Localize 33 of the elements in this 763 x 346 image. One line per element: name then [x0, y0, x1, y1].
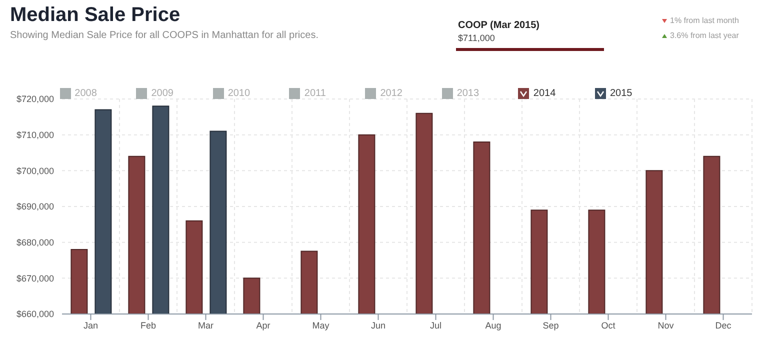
x-tick-label: May: [312, 320, 330, 330]
text: COOP (Mar 2015): [458, 20, 540, 31]
legend-label: 2010: [228, 88, 250, 99]
x-tick-label: Sep: [542, 320, 559, 330]
y-tick-label: $660,000: [16, 309, 54, 320]
chart-title: Median Sale Price: [10, 4, 180, 27]
legend-label: 2014: [533, 88, 556, 99]
x-tick-label: Nov: [658, 320, 674, 330]
text: 1% from last month: [670, 16, 739, 25]
legend-label: 2011: [304, 88, 326, 99]
legend-label: 2012: [380, 88, 402, 99]
y-tick-label: $710,000: [16, 130, 54, 140]
x-tick-label: Jan: [83, 320, 98, 330]
legend-label: 2015: [610, 88, 632, 99]
y-tick-label: $680,000: [16, 238, 54, 248]
x-tick-label: Oct: [601, 320, 616, 330]
x-tick-label: Mar: [198, 320, 214, 330]
x-tick-label: Feb: [140, 320, 156, 330]
legend-label: 2013: [456, 88, 480, 99]
legend-label: 2009: [151, 88, 174, 99]
text: 3.6% from last year: [670, 31, 739, 40]
x-tick-label: Aug: [485, 320, 502, 330]
chart-subtitle: Showing Median Sale Price for all COOPS in Manhattan for all prices.: [10, 30, 318, 41]
x-tick-label: Dec: [715, 320, 732, 330]
y-tick-label: $700,000: [16, 166, 54, 176]
y-tick-label: $690,000: [16, 202, 54, 212]
legend-label: 2008: [74, 88, 97, 99]
y-tick-label: $720,000: [16, 94, 54, 104]
text: $711,000: [458, 33, 495, 43]
x-tick-label: Jul: [430, 320, 442, 330]
y-tick-label: $670,000: [16, 273, 54, 284]
x-tick-label: Apr: [256, 320, 270, 330]
x-tick-label: Jun: [370, 320, 386, 330]
